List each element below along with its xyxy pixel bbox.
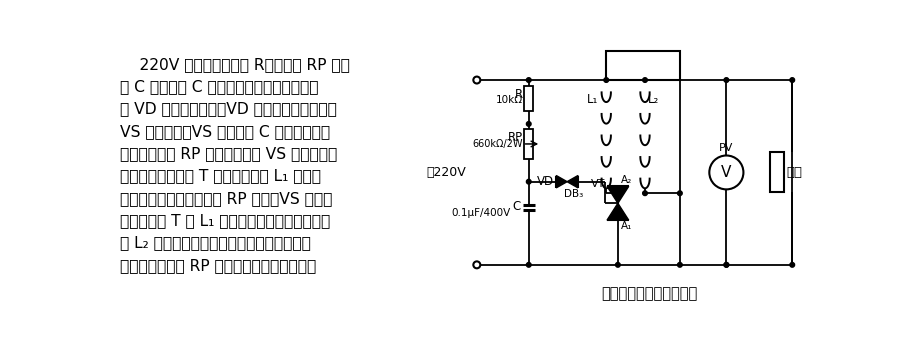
Circle shape	[603, 78, 609, 82]
Text: 的目的。增大的 RP 阻値，输出电压就降低。: 的目的。增大的 RP 阻値，输出电压就降低。	[121, 258, 317, 273]
Text: A₁: A₁	[621, 221, 633, 231]
Text: 660kΩ/2W: 660kΩ/2W	[472, 139, 522, 149]
Bar	[524, 129, 533, 159]
Polygon shape	[607, 203, 629, 220]
Text: 数决定，调节 RP 阻値即可改变 VS 触发角，从: 数决定，调节 RP 阻値即可改变 VS 触发角，从	[121, 146, 338, 161]
Text: A₂: A₂	[621, 175, 632, 185]
Text: R: R	[514, 88, 522, 101]
Bar	[606, 51, 680, 80]
Text: VS 触发导通。VS 触发角由 C 的充电时间常: VS 触发导通。VS 触发角由 C 的充电时间常	[121, 124, 331, 139]
Polygon shape	[567, 176, 578, 188]
Polygon shape	[556, 176, 567, 188]
Text: 220V 交流电压经电阱 R、电位器 RP 向电: 220V 交流电压经电阱 R、电位器 RP 向电	[121, 57, 351, 72]
Circle shape	[527, 262, 531, 267]
Text: 容 C 充电，当 C 两端电压升到双向触发二极: 容 C 充电，当 C 两端电压升到双向触发二极	[121, 79, 319, 94]
Text: ～220V: ～220V	[426, 166, 466, 179]
Circle shape	[790, 262, 794, 267]
Text: 10kΩ: 10kΩ	[496, 95, 522, 106]
Circle shape	[643, 78, 647, 82]
Text: V: V	[721, 165, 731, 180]
Polygon shape	[607, 186, 629, 203]
Text: VT: VT	[591, 178, 605, 188]
Text: L₁: L₁	[587, 93, 599, 106]
Circle shape	[724, 262, 729, 267]
Circle shape	[724, 262, 729, 267]
Circle shape	[724, 78, 729, 82]
Circle shape	[643, 191, 647, 196]
Circle shape	[677, 262, 682, 267]
Bar	[770, 153, 783, 192]
Text: L₂: L₂	[648, 93, 659, 106]
Text: 圈 L₂ 得到的补偿电压也随之升高，达到升压: 圈 L₂ 得到的补偿电压也随之升高，达到升压	[121, 236, 311, 251]
Circle shape	[615, 262, 620, 267]
Text: 增大，通过 T 的 L₁ 电流也随着增大，二次倘线: 增大，通过 T 的 L₁ 电流也随着增大，二次倘线	[121, 213, 331, 228]
Text: 大小。当需升压时，减小 RP 阻値，VS 导通角: 大小。当需升压时，减小 RP 阻値，VS 导通角	[121, 191, 332, 206]
Circle shape	[527, 122, 531, 126]
Text: 0.1μF/400V: 0.1μF/400V	[452, 208, 511, 218]
Text: 负载: 负载	[786, 166, 802, 179]
Text: 而改变通过变压器 T 的一次倘线圈 L₁ 电流的: 而改变通过变压器 T 的一次倘线圈 L₁ 电流的	[121, 169, 321, 183]
Bar	[524, 86, 533, 111]
Text: RP: RP	[508, 131, 522, 144]
Circle shape	[790, 78, 794, 82]
Text: C: C	[513, 200, 521, 213]
Circle shape	[527, 78, 531, 82]
Text: VD: VD	[537, 175, 554, 188]
Text: 管 VD 的阻断电压时，VD 导通，使双向晶闸管: 管 VD 的阻断电压时，VD 导通，使双向晶闸管	[121, 102, 337, 117]
Text: DB₃: DB₃	[564, 190, 583, 199]
Text: PV: PV	[719, 143, 733, 153]
Circle shape	[527, 180, 531, 184]
Circle shape	[677, 191, 682, 196]
Text: 无触点单机交流调压电路: 无触点单机交流调压电路	[601, 286, 697, 302]
